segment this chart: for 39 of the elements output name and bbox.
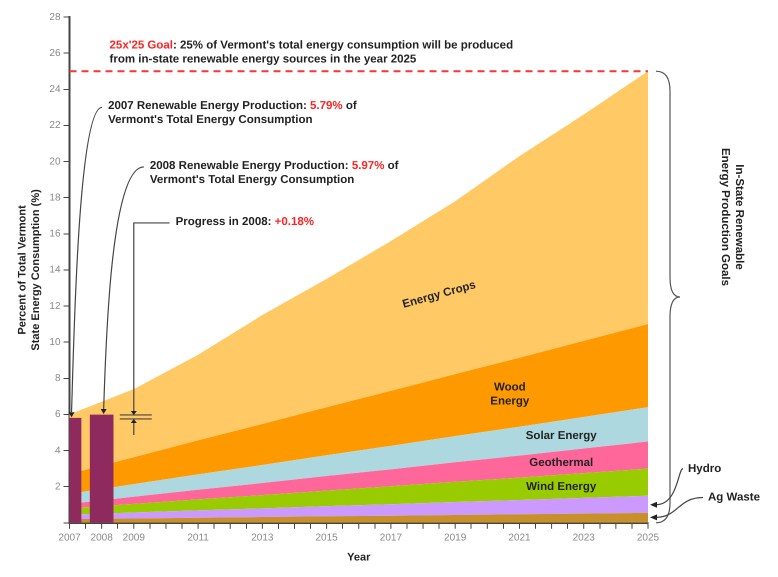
x-tick-label: 2017: [380, 532, 402, 544]
y-tick-label: 24: [49, 84, 61, 96]
text: 25x'25 Goal: 25% of Vermont's total energy consumption will be produced from in-state renewable energy sources in the year 2025: [110, 39, 514, 66]
series-label: Geothermal: [529, 457, 594, 470]
x-tick-label: 2019: [444, 532, 467, 544]
series-label: Wind Energy: [526, 480, 597, 493]
x-tick-label: 2008: [90, 532, 114, 544]
y-tick-label: 18: [49, 192, 61, 204]
text: Hydro: [688, 462, 722, 475]
y-tick-label: 26: [49, 48, 61, 59]
x-tick-label: 2015: [316, 532, 338, 544]
text: 2007 Renewable Energy Production: 5.79% of Vermont's Total Energy Consumption: [108, 100, 357, 126]
text: In-State Renewable Energy Production Goals: [718, 148, 745, 286]
y-tick-label: 12: [49, 300, 61, 312]
y-tick-label: 4: [54, 445, 61, 456]
y-tick-label: 8: [54, 373, 61, 384]
x-tick-label: 2023: [572, 532, 596, 544]
x-tick-label: 2025: [636, 532, 660, 544]
x-tick-label: 2007: [58, 532, 82, 544]
y-tick-label: 2: [54, 481, 61, 492]
text: Ag Waste: [708, 492, 760, 504]
y-tick-label: 6: [54, 409, 61, 420]
annotation: Progress in 2008: +0.18%: [176, 214, 315, 229]
y-tick-label: 28: [49, 12, 61, 23]
x-tick-label: 2021: [508, 532, 532, 544]
y-tick-label: 14: [49, 264, 61, 276]
x-tick-label: 2011: [187, 532, 210, 544]
text: 2008 Renewable Energy Production: 5.97% of Vermont's Total Energy Consumption: [150, 160, 398, 186]
x-tick-label: 2013: [251, 532, 274, 544]
y-tick-label: 10: [49, 336, 61, 348]
y-tick-label: 20: [49, 156, 61, 168]
x-tick-label: 2009: [122, 532, 146, 544]
y-tick-label: 16: [49, 228, 61, 240]
series-label: Wood Energy: [490, 381, 530, 408]
y-tick-label: 22: [49, 120, 61, 132]
series-label: Solar Energy: [526, 430, 598, 442]
series-label: Energy Crops: [401, 279, 478, 311]
x-axis-title: Year: [347, 551, 372, 564]
y-axis-title: Percent of Total Vermont State Energy Consumption (%): [16, 188, 42, 351]
